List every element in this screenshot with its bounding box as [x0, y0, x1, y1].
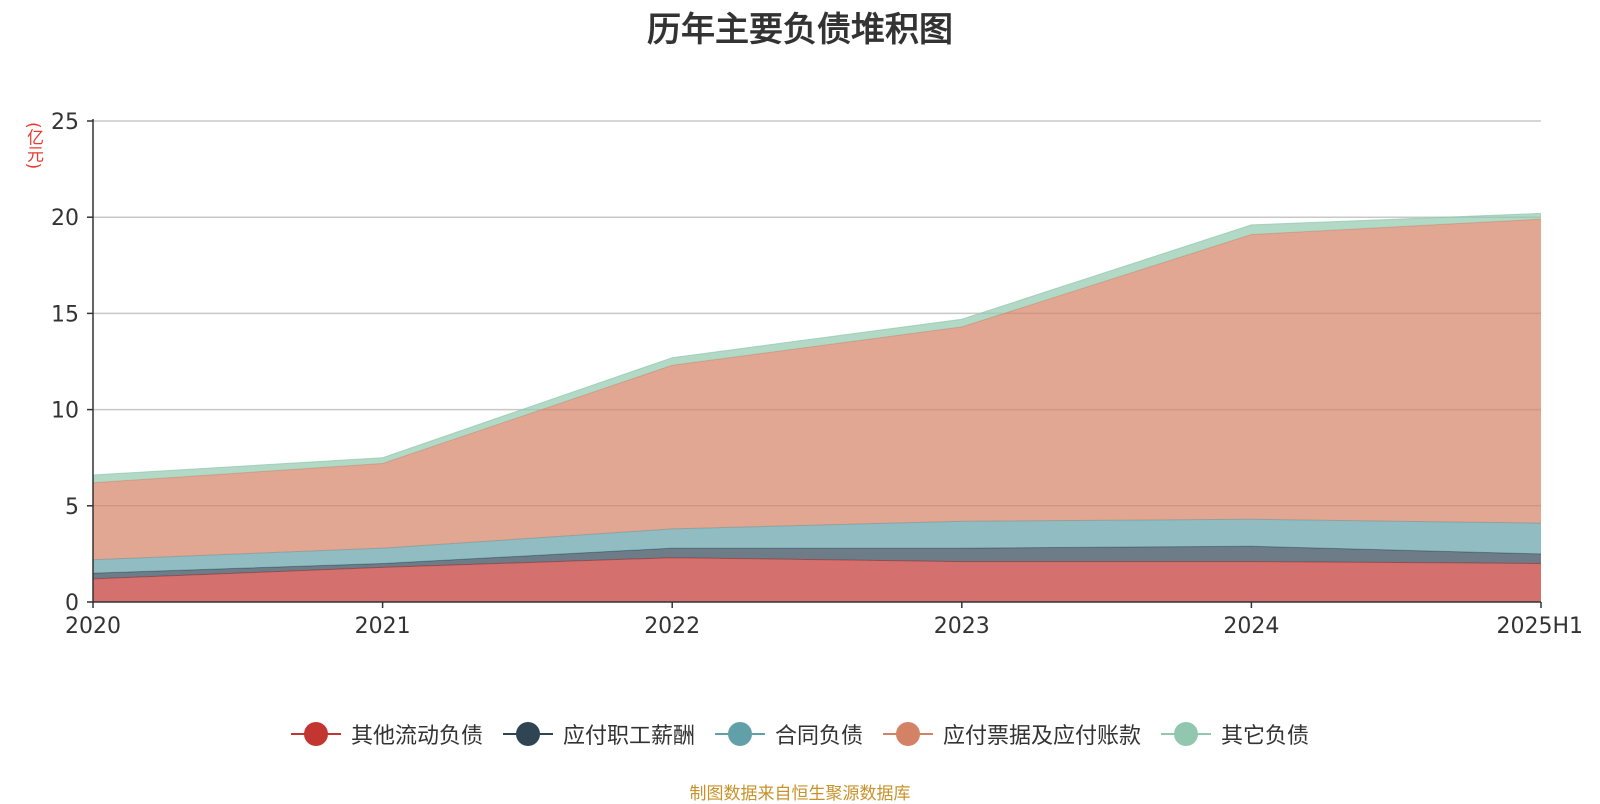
legend-swatch — [290, 722, 341, 746]
area-layer — [92, 212, 1542, 602]
legend-item[interactable]: 应付职工薪酬 — [502, 718, 695, 750]
chart-title: 历年主要负债堆积图 — [647, 10, 953, 50]
x-tick-label: 2023 — [934, 614, 990, 639]
legend-label: 其他流动负债 — [350, 724, 483, 749]
legend-swatch — [883, 722, 933, 746]
series-area — [93, 557, 1541, 602]
y-tick-label: 25 — [51, 110, 79, 135]
legend-label: 其它负债 — [1221, 724, 1310, 749]
legend-swatch — [502, 722, 553, 746]
data-source-note: 制图数据来自恒生聚源数据库 — [689, 784, 911, 804]
x-tick-label: 2025H1 — [1496, 614, 1583, 639]
legend-label: 应付票据及应付账款 — [943, 724, 1142, 749]
x-tick-label: 2024 — [1223, 614, 1279, 639]
x-tick-label: 2022 — [644, 614, 700, 639]
legend-item[interactable]: 其它负债 — [1161, 718, 1309, 750]
legend: 其他流动负债 应付职工薪酬 合同负债 应付票据及应付账款 其它负债 — [0, 718, 1600, 750]
legend-label: 合同负债 — [774, 724, 863, 749]
y-tick-label: 0 — [65, 591, 79, 616]
series-area — [93, 546, 1541, 579]
legend-swatch — [1161, 722, 1212, 746]
series-line — [92, 212, 1542, 476]
x-tick-label: 2021 — [355, 614, 411, 639]
y-axis-unit-label: (亿元) — [23, 122, 43, 170]
stacked-area-chart: 0 5 10 15 20 25 2020 2021 2022 2023 2024 2025H1 — [51, 110, 1583, 639]
y-tick-label: 5 — [65, 495, 79, 520]
y-tick-label: 10 — [51, 399, 79, 424]
series-area — [93, 519, 1541, 574]
series-area — [93, 219, 1541, 560]
axis-layer: 0 5 10 15 20 25 2020 2021 2022 2023 2024 2025H1 — [51, 110, 1583, 639]
legend-label: 应付职工薪酬 — [562, 724, 695, 749]
legend-item[interactable]: 其他流动负债 — [290, 718, 483, 750]
legend-item[interactable]: 应付票据及应付账款 — [883, 718, 1141, 750]
y-tick-label: 15 — [51, 302, 79, 327]
y-tick-label: 20 — [51, 206, 79, 231]
x-tick-label: 2020 — [65, 614, 121, 639]
legend-swatch — [714, 722, 765, 746]
legend-item[interactable]: 合同负债 — [714, 718, 863, 750]
